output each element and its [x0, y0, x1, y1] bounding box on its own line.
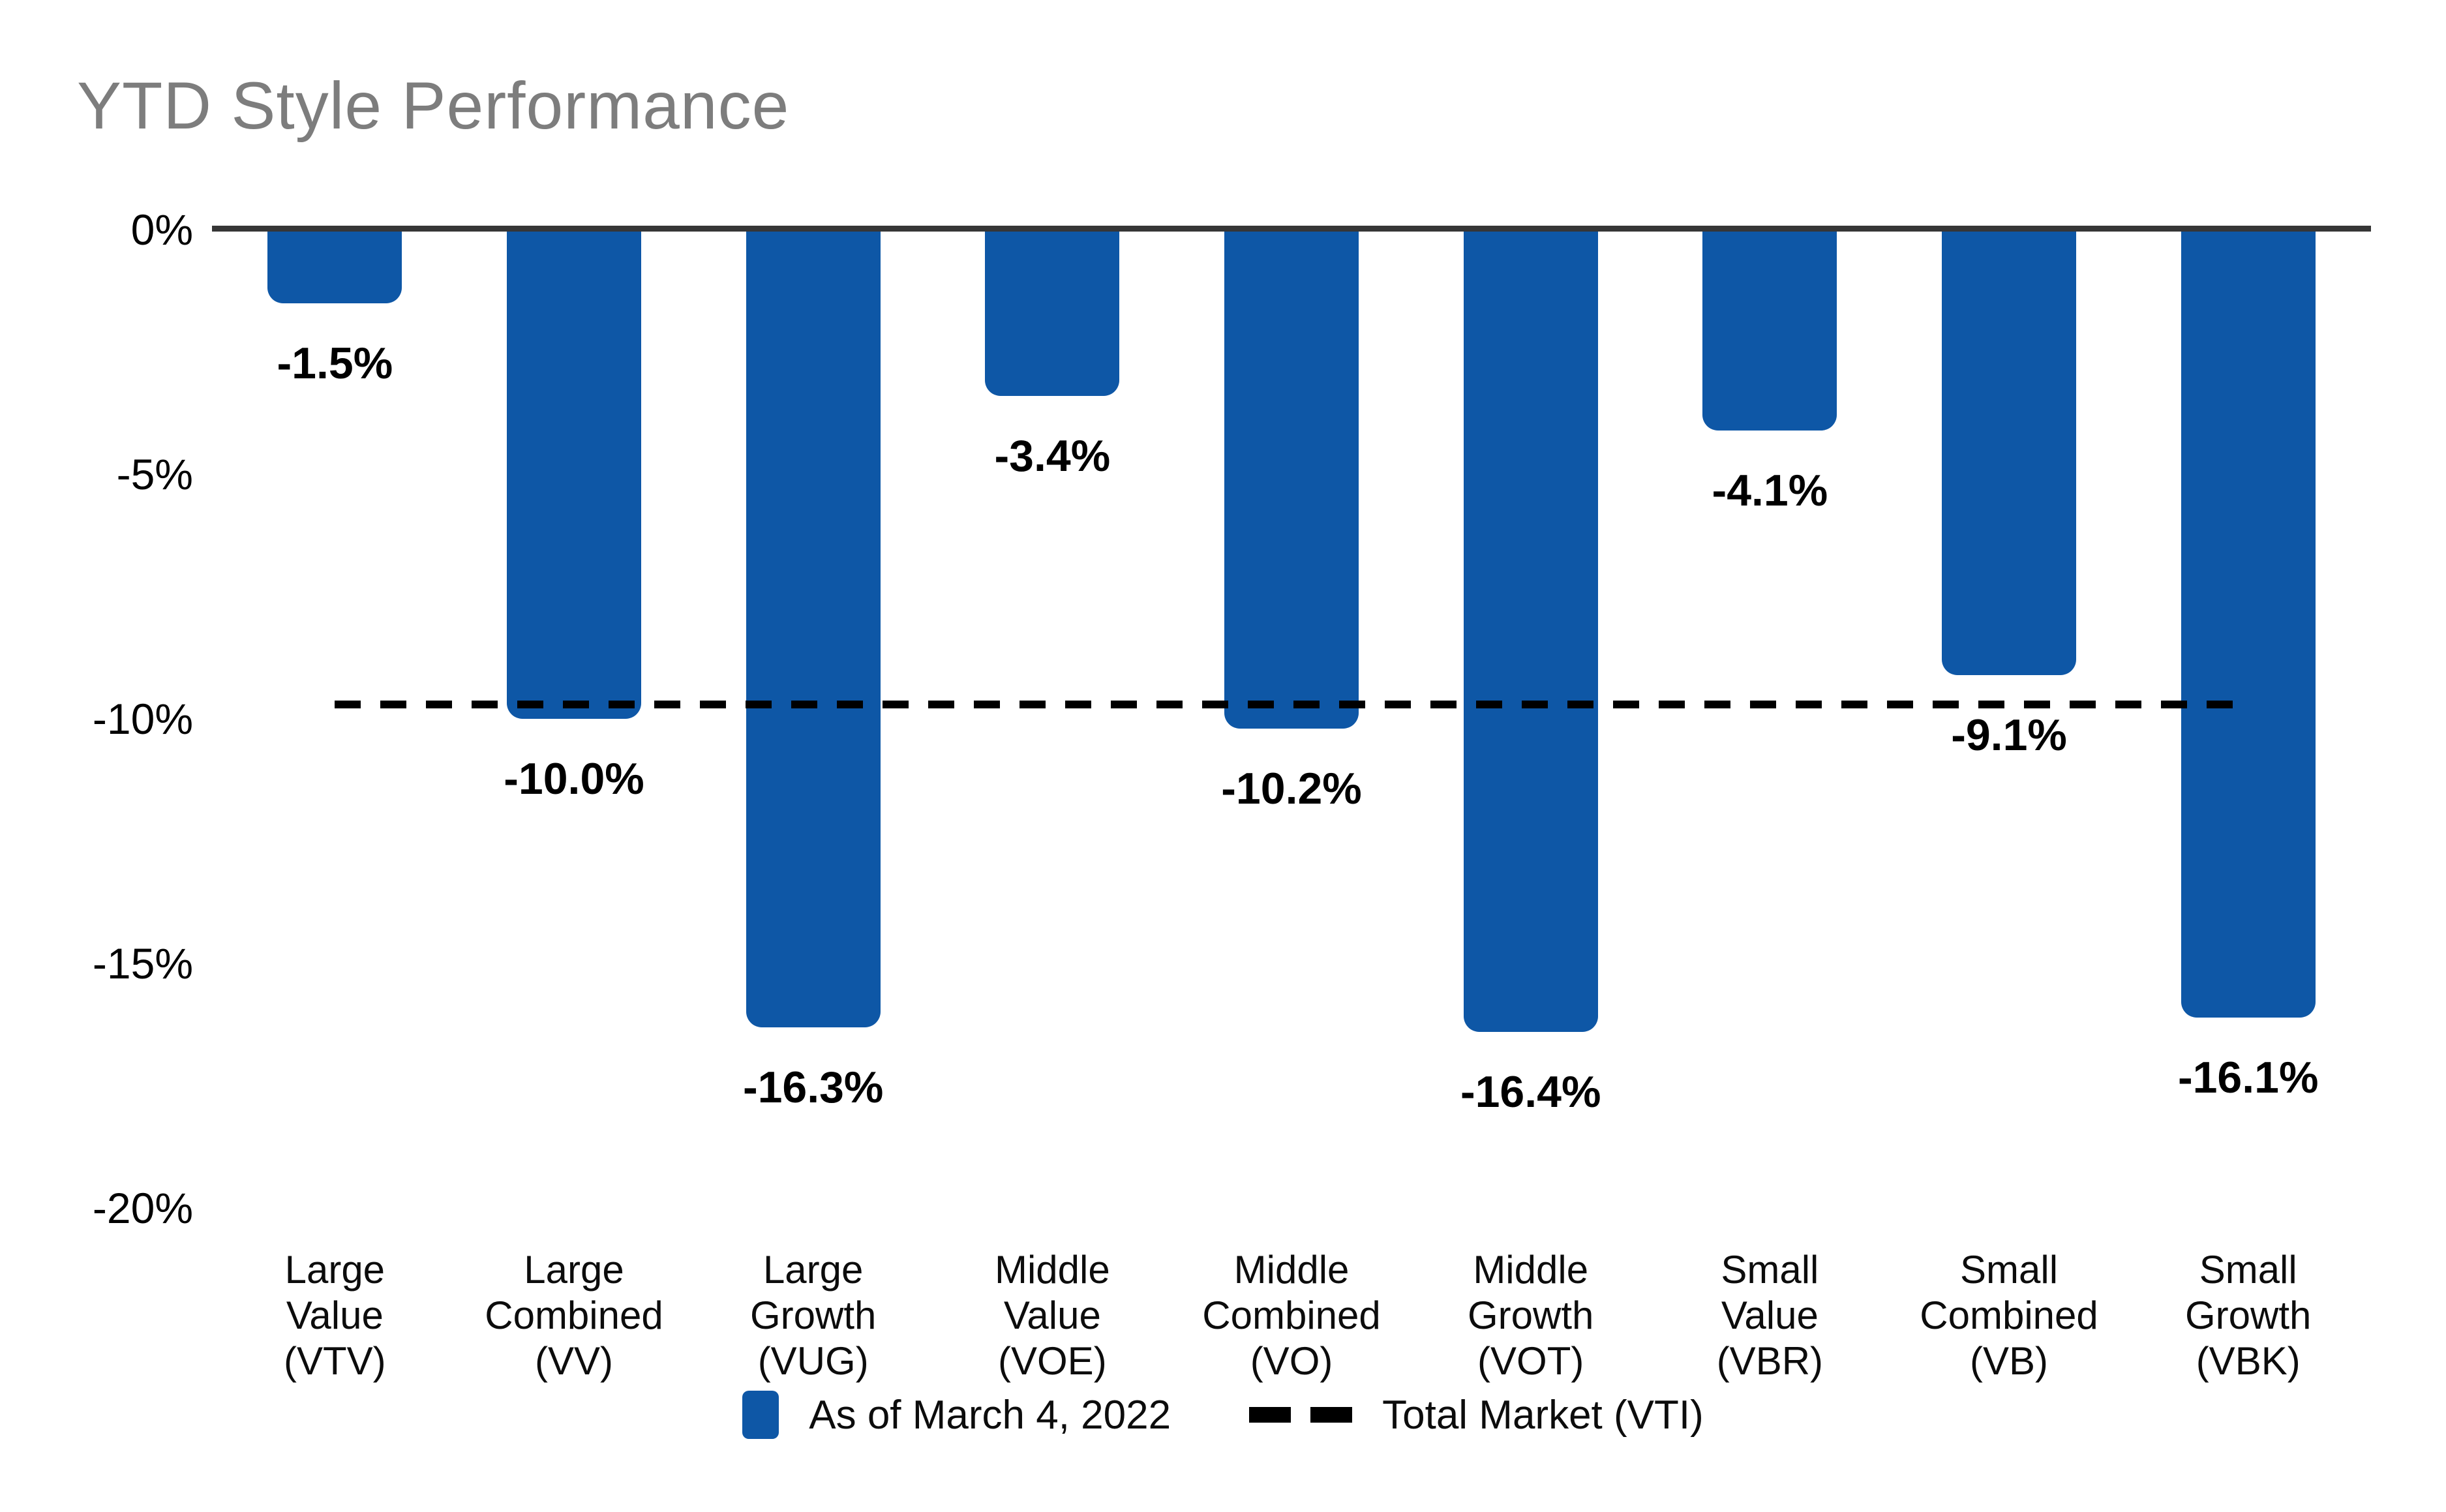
- category-label-line: Value: [286, 1293, 384, 1337]
- legend-dash-segment: [1310, 1407, 1353, 1423]
- bar-column: -10.2%: [1172, 230, 1412, 1208]
- category-label-line: Small: [1721, 1248, 1819, 1292]
- chart-title: YTD Style Performance: [77, 68, 790, 143]
- category-label-line: (VO): [1250, 1339, 1333, 1383]
- legend-dash-swatch: [1249, 1407, 1353, 1423]
- zero-axis-line: [212, 226, 2371, 232]
- category-label-line: Value: [1721, 1293, 1819, 1337]
- category-label: Large Value (VTV): [215, 1247, 455, 1384]
- bar-column: -3.4%: [933, 230, 1172, 1208]
- bar-column: -4.1%: [1650, 230, 1890, 1208]
- category-label-line: Middle: [994, 1248, 1110, 1292]
- bar-value-label: -1.5%: [277, 338, 393, 388]
- bar-value-label: -3.4%: [994, 431, 1111, 481]
- category-label-line: Large: [762, 1248, 864, 1292]
- bar-value-label: -10.0%: [504, 754, 644, 804]
- category-label-line: Combined: [1202, 1293, 1381, 1337]
- category-label-line: Growth: [1468, 1293, 1594, 1337]
- legend-line-label: Total Market (VTI): [1382, 1392, 1704, 1438]
- bar: [746, 230, 881, 1027]
- legend-item-series: As of March 4, 2022: [742, 1391, 1171, 1439]
- bar-value-label: -16.3%: [742, 1062, 884, 1112]
- bar-value-label: -16.1%: [2177, 1052, 2319, 1102]
- category-label: Middle Combined (VO): [1172, 1247, 1412, 1384]
- category-label-line: (VOE): [998, 1339, 1107, 1383]
- category-label-line: (VBK): [2196, 1339, 2301, 1383]
- category-label-line: (VOT): [1477, 1339, 1584, 1383]
- category-label-line: Middle: [1233, 1248, 1350, 1292]
- category-label: Small Combined (VB): [1890, 1247, 2129, 1384]
- y-axis-ticks: 0% -5% -10% -15% -20%: [0, 205, 193, 1232]
- y-tick-label: -15%: [92, 939, 193, 988]
- bar-value-label: -9.1%: [1951, 710, 2067, 760]
- bar: [1702, 230, 1837, 431]
- bar: [1942, 230, 2077, 675]
- bar-column: -16.1%: [2128, 230, 2368, 1208]
- category-label-line: Large: [284, 1248, 385, 1292]
- bar: [1463, 230, 1598, 1032]
- category-label-line: (VTV): [284, 1339, 386, 1383]
- category-label: Middle Growth (VOT): [1411, 1247, 1650, 1384]
- bar-column: -9.1%: [1890, 230, 2129, 1208]
- legend-series-label: As of March 4, 2022: [809, 1392, 1171, 1438]
- bar-column: -10.0%: [455, 230, 694, 1208]
- bar-column: -16.4%: [1411, 230, 1650, 1208]
- category-label-line: Combined: [1920, 1293, 2098, 1337]
- bar: [1224, 230, 1359, 729]
- category-label-line: Small: [2199, 1248, 2297, 1292]
- category-label-line: Small: [1960, 1248, 2059, 1292]
- bar-value-label: -4.1%: [1712, 465, 1828, 515]
- y-tick-label: -20%: [92, 1184, 193, 1232]
- legend: As of March 4, 2022 Total Market (VTI): [0, 1391, 2446, 1439]
- bar-value-label: -10.2%: [1221, 764, 1362, 813]
- bar: [985, 230, 1120, 396]
- x-axis-category-labels: Large Value (VTV) Large Combined (VV) Large Gro…: [215, 1247, 2368, 1384]
- plot-area: -1.5% -10.0% -16.3% -3.4% -10.2% -16.4% -4.1% -…: [215, 230, 2368, 1208]
- category-label-line: Value: [1003, 1293, 1101, 1337]
- y-tick-label: -5%: [116, 450, 193, 498]
- category-label-line: Growth: [2185, 1293, 2312, 1337]
- bar-value-label: -16.4%: [1460, 1067, 1601, 1117]
- bar-column: -16.3%: [693, 230, 933, 1208]
- category-label: Large Growth (VUG): [693, 1247, 933, 1384]
- category-label-line: (VB): [1970, 1339, 2049, 1383]
- category-label: Small Growth (VBK): [2128, 1247, 2368, 1384]
- legend-dash-segment: [1249, 1407, 1291, 1423]
- category-label-line: (VBR): [1716, 1339, 1824, 1383]
- y-tick-label: -10%: [92, 695, 193, 743]
- legend-item-reference-line: Total Market (VTI): [1249, 1392, 1704, 1438]
- category-label-line: Middle: [1473, 1248, 1589, 1292]
- bar: [507, 230, 641, 719]
- category-label-line: Combined: [485, 1293, 663, 1337]
- category-label-line: (VV): [535, 1339, 613, 1383]
- category-label-line: (VUG): [757, 1339, 869, 1383]
- legend-bar-swatch: [742, 1391, 779, 1439]
- bar: [267, 230, 402, 303]
- y-tick-label: 0%: [130, 205, 193, 254]
- category-label-line: Large: [524, 1248, 624, 1292]
- bar: [2181, 230, 2316, 1018]
- bar-column: -1.5%: [215, 230, 455, 1208]
- category-label: Middle Value (VOE): [933, 1247, 1172, 1384]
- category-label: Large Combined (VV): [455, 1247, 694, 1384]
- category-label-line: Growth: [749, 1293, 877, 1337]
- category-label: Small Value (VBR): [1650, 1247, 1890, 1384]
- total-market-reference-line: [335, 700, 2248, 708]
